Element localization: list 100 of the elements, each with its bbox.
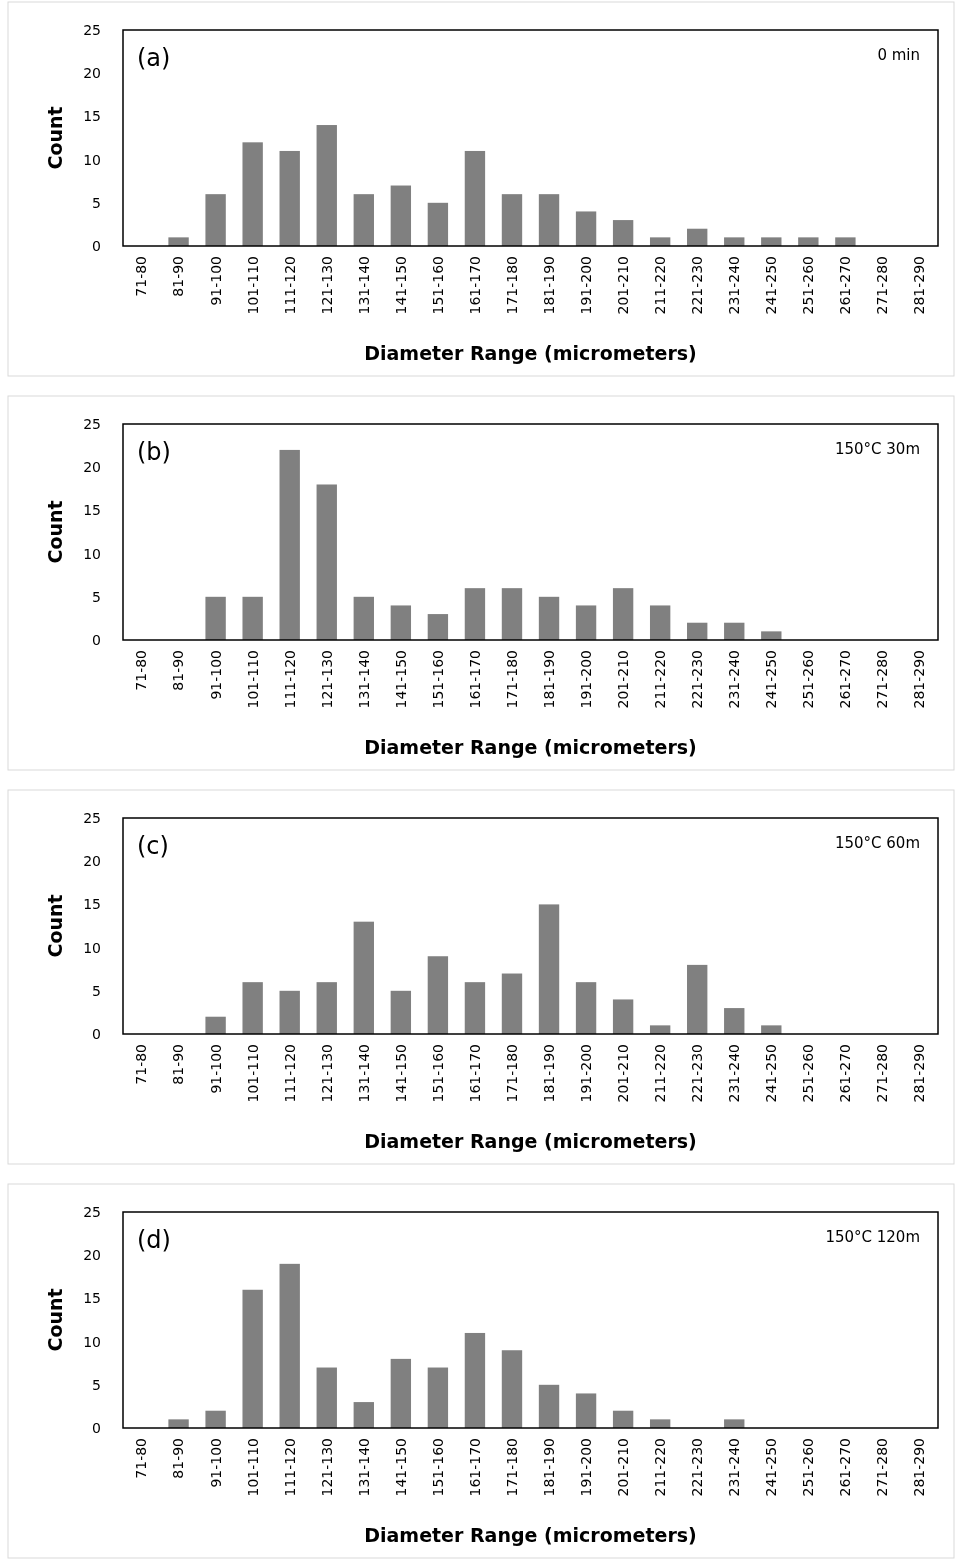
x-tick-label: 211-220 [652, 650, 669, 709]
annotation: 150°C 120m [825, 1228, 920, 1246]
y-tick-label: 0 [92, 237, 101, 254]
bar [279, 1263, 300, 1428]
x-tick-label: 81-90 [170, 1044, 187, 1085]
x-tick-label: 251-260 [800, 1044, 817, 1103]
x-tick-label: 221-230 [689, 256, 706, 315]
x-tick-label: 201-210 [615, 1438, 632, 1497]
bar [761, 631, 782, 640]
x-tick-label: 251-260 [800, 650, 817, 709]
x-tick-label: 201-210 [615, 1044, 632, 1103]
x-tick-label: 251-260 [800, 256, 817, 315]
y-tick-label: 15 [83, 1290, 101, 1307]
x-tick-label: 261-270 [837, 1044, 854, 1103]
bar [205, 194, 226, 246]
x-tick-label: 161-170 [466, 1438, 483, 1497]
x-tick-label: 281-290 [911, 1438, 928, 1497]
bar [538, 1384, 560, 1428]
x-tick-label: 191-200 [577, 650, 594, 709]
x-tick-label: 171-180 [503, 256, 520, 315]
bar [316, 125, 337, 246]
y-axis-title: Count [44, 894, 66, 958]
y-tick-label: 10 [83, 939, 101, 956]
bar [538, 904, 560, 1034]
x-axis-title: Diameter Range (micrometers) [364, 736, 697, 758]
x-tick-label: 211-220 [652, 1438, 669, 1497]
bar [612, 220, 634, 246]
x-tick-label: 241-250 [763, 1438, 780, 1497]
bar [205, 1016, 226, 1034]
x-tick-label: 71-80 [133, 1044, 150, 1085]
bar [427, 1367, 449, 1428]
x-tick-label: 131-140 [355, 256, 372, 315]
y-tick-label: 5 [92, 982, 101, 999]
bar [242, 142, 263, 246]
bar [612, 999, 634, 1034]
x-tick-label: 121-130 [318, 1438, 335, 1497]
y-tick-label: 20 [83, 459, 101, 476]
x-tick-label: 191-200 [577, 1044, 594, 1103]
y-tick-label: 10 [83, 545, 101, 562]
x-tick-label: 231-240 [726, 1044, 743, 1103]
bar [279, 449, 300, 640]
y-axis-title: Count [44, 500, 66, 564]
bar [464, 588, 486, 640]
bar [205, 1410, 226, 1428]
bar [353, 596, 374, 640]
x-tick-label: 111-120 [281, 1044, 298, 1103]
x-tick-label: 241-250 [763, 650, 780, 709]
x-tick-label: 181-190 [540, 1044, 557, 1103]
y-tick-label: 5 [92, 194, 101, 211]
bar [316, 484, 337, 640]
bar [353, 921, 374, 1034]
annotation: 150°C 60m [834, 834, 920, 852]
bar [353, 1402, 374, 1428]
x-tick-label: 81-90 [170, 256, 187, 297]
y-tick-label: 0 [92, 1419, 101, 1436]
bar [501, 194, 523, 246]
x-tick-label: 111-120 [281, 1438, 298, 1497]
x-tick-label: 181-190 [540, 1438, 557, 1497]
x-tick-label: 171-180 [503, 1438, 520, 1497]
x-tick-label: 261-270 [837, 1438, 854, 1497]
x-tick-label: 71-80 [133, 650, 150, 691]
x-tick-label: 141-150 [392, 1438, 409, 1497]
bar [279, 150, 300, 246]
x-tick-label: 171-180 [503, 1044, 520, 1103]
x-tick-label: 231-240 [726, 1438, 743, 1497]
bar [390, 1358, 412, 1428]
x-tick-label: 241-250 [763, 1044, 780, 1103]
bar [205, 596, 226, 640]
x-axis-title: Diameter Range (micrometers) [364, 1130, 697, 1152]
x-tick-label: 101-110 [244, 1044, 261, 1103]
bar [242, 596, 263, 640]
bar [761, 237, 782, 246]
bar [390, 990, 412, 1034]
annotation: (d) [137, 1226, 171, 1254]
annotation: (a) [137, 44, 171, 72]
bar [649, 237, 671, 246]
bar [649, 1025, 671, 1034]
bar [390, 185, 412, 246]
x-tick-label: 231-240 [726, 650, 743, 709]
bar [427, 614, 449, 640]
bar [835, 237, 856, 246]
x-tick-label: 181-190 [540, 256, 557, 315]
x-tick-label: 231-240 [726, 256, 743, 315]
bar [464, 150, 486, 246]
y-tick-label: 5 [92, 588, 101, 605]
bar [464, 1332, 486, 1428]
x-tick-label: 151-160 [429, 256, 446, 315]
bar [761, 1025, 782, 1034]
y-tick-label: 25 [83, 809, 101, 826]
bar [724, 1008, 745, 1034]
bar [501, 588, 523, 640]
bar [724, 237, 745, 246]
x-tick-label: 121-130 [318, 650, 335, 709]
x-axis-title: Diameter Range (micrometers) [364, 342, 697, 364]
bar [687, 228, 708, 246]
x-tick-label: 261-270 [837, 650, 854, 709]
x-tick-label: 71-80 [133, 1438, 150, 1479]
x-tick-label: 271-280 [874, 1438, 891, 1497]
x-tick-label: 221-230 [689, 1438, 706, 1497]
y-tick-label: 15 [83, 108, 101, 125]
